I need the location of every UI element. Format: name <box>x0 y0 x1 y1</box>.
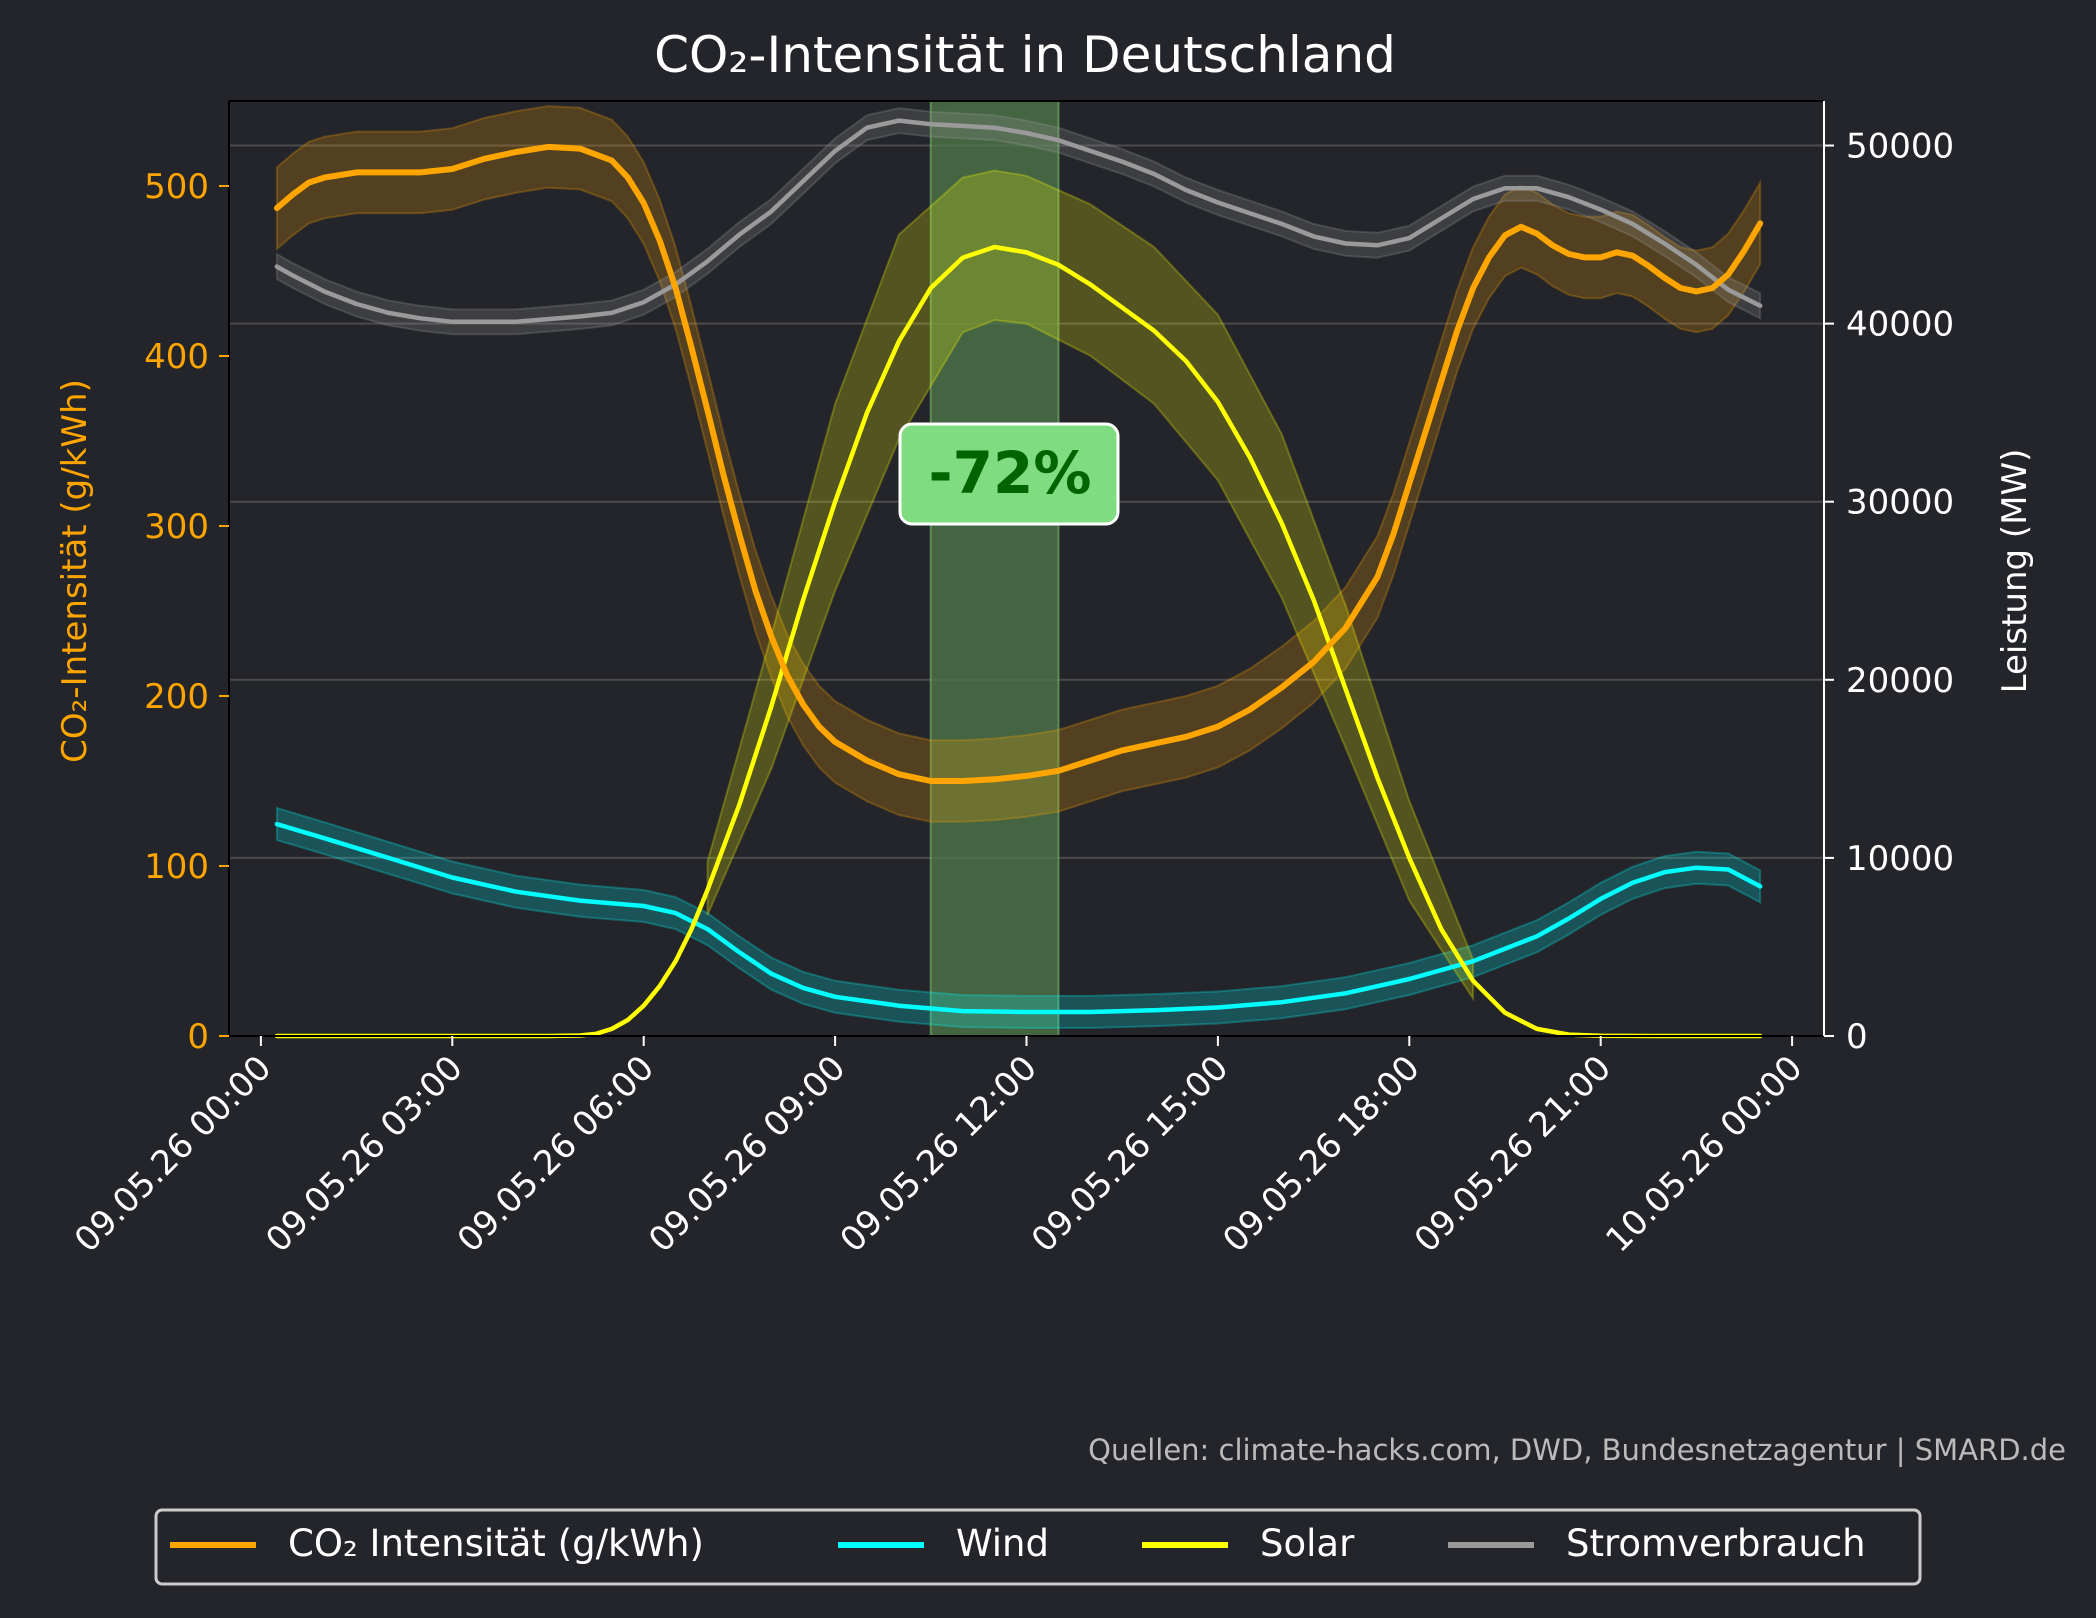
band-consumption <box>275 107 1762 336</box>
line-co2 <box>273 143 1764 784</box>
annotation-box <box>898 422 1120 526</box>
legend: CO₂ Intensität (g/kWh) Wind Solar Stromv… <box>154 1508 1922 1586</box>
annotation-text: -72% <box>929 439 1092 507</box>
x-tick-label: 09.05.26 12:00 <box>833 1048 1045 1260</box>
legend-label-solar: Solar <box>1260 1522 1355 1565</box>
band-solar <box>706 169 1475 1002</box>
y-tick-label-right: 50000 <box>1846 127 1954 167</box>
x-tick-label: 10.05.26 00:00 <box>1598 1048 1810 1260</box>
y-axis-label-right: Leistung (MW) <box>1995 449 2035 694</box>
line-solar <box>274 244 1763 1039</box>
y-axis-label-left: CO₂-Intensität (g/kWh) <box>55 379 95 763</box>
band-co2 <box>275 105 1762 823</box>
legend-label-wind: Wind <box>956 1522 1049 1565</box>
legend-box <box>154 1508 1922 1586</box>
x-tick-label: 09.05.26 03:00 <box>258 1048 470 1260</box>
legend-label-co2: CO₂ Intensität (g/kWh) <box>288 1522 704 1565</box>
annotation: -72% <box>898 422 1120 526</box>
y-tick-label-left: 400 <box>144 337 209 377</box>
y-tick-label-left: 0 <box>187 1017 209 1057</box>
x-tick-label: 09.05.26 18:00 <box>1215 1048 1427 1260</box>
line-wind <box>274 821 1763 1015</box>
y-tick-label-left: 100 <box>144 847 209 887</box>
band-wind <box>275 806 1762 1029</box>
x-tick-label: 09.05.26 00:00 <box>67 1048 279 1260</box>
y-tick-label-left: 200 <box>144 677 209 717</box>
uncertainty-bands <box>275 105 1762 1029</box>
y-tick-label-right: 10000 <box>1846 839 1954 879</box>
x-tick-label: 09.05.26 09:00 <box>641 1048 853 1260</box>
y-tick-label-right: 20000 <box>1846 661 1954 701</box>
legend-label-consumption: Stromverbrauch <box>1566 1522 1866 1565</box>
y-tick-label-right: 40000 <box>1846 305 1954 345</box>
chart-title: CO₂-Intensität in Deutschland <box>654 26 1396 84</box>
y-tick-label-right: 30000 <box>1846 483 1954 523</box>
line-consumption <box>274 118 1763 325</box>
y-tick-label-right: 0 <box>1846 1017 1868 1057</box>
source-note: Quellen: climate-hacks.com, DWD, Bundesn… <box>1088 1433 2066 1467</box>
x-tick-label: 09.05.26 21:00 <box>1407 1048 1619 1260</box>
y-tick-label-left: 500 <box>144 167 209 207</box>
series-lines <box>273 118 1764 1039</box>
y-tick-label-left: 300 <box>144 507 209 547</box>
x-tick-label: 09.05.26 15:00 <box>1024 1048 1236 1260</box>
x-tick-label: 09.05.26 06:00 <box>450 1048 662 1260</box>
